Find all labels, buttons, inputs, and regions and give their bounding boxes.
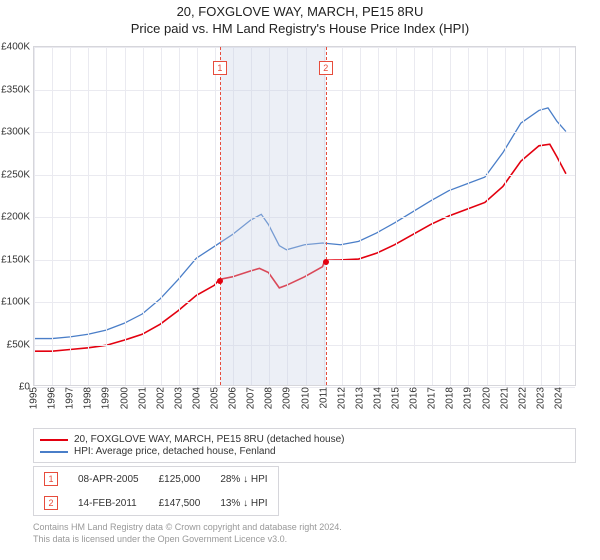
x-tick-label: 2001 xyxy=(137,387,148,409)
x-tick-label: 2020 xyxy=(481,387,492,409)
legend-label: 20, FOXGLOVE WAY, MARCH, PE15 8RU (detac… xyxy=(74,434,344,445)
legend-item: HPI: Average price, detached house, Fenl… xyxy=(40,446,569,457)
y-tick-label: £200K xyxy=(1,212,30,223)
table-row: 1 08-APR-2005£125,00028% ↓ HPI xyxy=(34,467,279,492)
x-tick-label: 2010 xyxy=(300,387,311,409)
x-tick-label: 2012 xyxy=(336,387,347,409)
event-table: 1 08-APR-2005£125,00028% ↓ HPI 2 14-FEB-201… xyxy=(33,466,279,516)
y-tick-label: £300K xyxy=(1,127,30,138)
chart-title: 20, FOXGLOVE WAY, MARCH, PE15 8RU xyxy=(0,4,600,19)
x-tick-label: 2018 xyxy=(445,387,456,409)
event-price: £125,000 xyxy=(149,467,211,492)
x-tick-label: 2017 xyxy=(427,387,438,409)
event-price: £147,500 xyxy=(149,491,211,516)
x-tick-label: 2014 xyxy=(372,387,383,409)
x-tick-label: 2005 xyxy=(210,387,221,409)
x-tick-label: 2003 xyxy=(173,387,184,409)
event-marker-1: 1 xyxy=(213,61,227,75)
x-tick-label: 2019 xyxy=(463,387,474,409)
x-tick-label: 2024 xyxy=(553,387,564,409)
x-tick-label: 2011 xyxy=(318,387,329,409)
legend-label: HPI: Average price, detached house, Fenl… xyxy=(74,446,276,457)
legend-swatch xyxy=(40,439,68,441)
y-tick-label: £50K xyxy=(7,339,30,350)
x-tick-label: 1996 xyxy=(47,387,58,409)
y-tick-label: £150K xyxy=(1,254,30,265)
event-index-box: 1 xyxy=(44,472,58,486)
x-tick-label: 2002 xyxy=(155,387,166,409)
x-tick-label: 2013 xyxy=(354,387,365,409)
x-tick-label: 2000 xyxy=(119,387,130,409)
x-tick-label: 2004 xyxy=(191,387,202,409)
x-tick-label: 2021 xyxy=(499,387,510,409)
event-marker-2: 2 xyxy=(319,61,333,75)
x-tick-label: 2009 xyxy=(282,387,293,409)
event-date: 08-APR-2005 xyxy=(68,467,149,492)
x-tick-label: 2006 xyxy=(228,387,239,409)
x-tick-label: 2007 xyxy=(246,387,257,409)
event-index-box: 2 xyxy=(44,496,58,510)
x-tick-label: 2023 xyxy=(535,387,546,409)
y-tick-label: £250K xyxy=(1,169,30,180)
price-marker xyxy=(217,278,223,284)
event-delta: 28% ↓ HPI xyxy=(210,467,278,492)
legend-swatch xyxy=(40,451,68,453)
x-tick-label: 2022 xyxy=(517,387,528,409)
x-tick-label: 2015 xyxy=(391,387,402,409)
price-marker xyxy=(323,259,329,265)
x-tick-label: 2008 xyxy=(264,387,275,409)
y-tick-label: £400K xyxy=(1,42,30,53)
chart-subtitle: Price paid vs. HM Land Registry's House … xyxy=(0,21,600,36)
y-tick-label: £350K xyxy=(1,84,30,95)
chart-legend: 20, FOXGLOVE WAY, MARCH, PE15 8RU (detac… xyxy=(33,428,576,463)
event-delta: 13% ↓ HPI xyxy=(210,491,278,516)
y-tick-label: £100K xyxy=(1,297,30,308)
x-tick-label: 1995 xyxy=(29,387,40,409)
legend-item: 20, FOXGLOVE WAY, MARCH, PE15 8RU (detac… xyxy=(40,434,569,445)
event-date: 14-FEB-2011 xyxy=(68,491,149,516)
chart-plot-area: £0£50K£100K£150K£200K£250K£300K£350K£400… xyxy=(33,46,576,386)
x-tick-label: 1998 xyxy=(83,387,94,409)
x-tick-label: 1999 xyxy=(101,387,112,409)
x-tick-label: 1997 xyxy=(65,387,76,409)
x-tick-label: 2016 xyxy=(409,387,420,409)
table-row: 2 14-FEB-2011£147,50013% ↓ HPI xyxy=(34,491,279,516)
chart-footnote: Contains HM Land Registry data © Crown c… xyxy=(33,522,576,545)
